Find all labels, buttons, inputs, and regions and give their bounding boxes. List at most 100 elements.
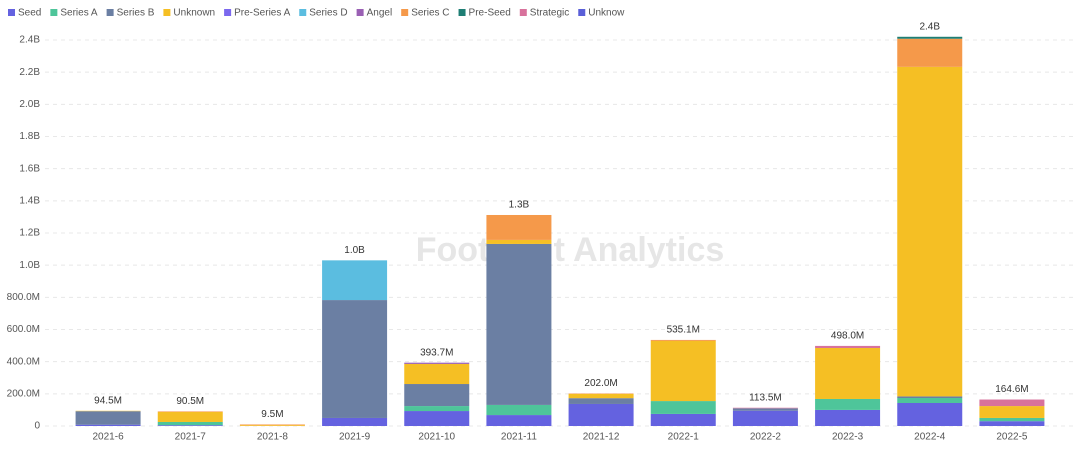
y-tick-label: 200.0M	[7, 388, 40, 399]
bar-segment	[486, 243, 552, 405]
total-label: 202.0M	[584, 378, 617, 389]
bar-segment	[650, 340, 716, 402]
bar-segment	[650, 339, 716, 341]
bar-segment	[239, 424, 305, 426]
bar-segment	[979, 417, 1045, 422]
x-tick-label: 2022-2	[750, 432, 782, 443]
y-tick-label: 600.0M	[7, 324, 40, 335]
bar-segment	[75, 411, 141, 425]
legend-swatch	[458, 9, 466, 16]
bar-segment	[897, 398, 963, 404]
bar-segment	[732, 410, 798, 426]
legend-label: Angel	[367, 8, 393, 19]
y-tick-label: 1.4B	[19, 195, 40, 206]
x-tick-label: 2022-4	[914, 432, 946, 443]
legend-swatch	[8, 9, 15, 16]
total-label: 535.1M	[667, 325, 700, 336]
legend-label: Series A	[60, 8, 98, 19]
legend-label: Strategic	[530, 8, 569, 19]
bar-segment	[404, 406, 470, 412]
legend-swatch	[106, 9, 114, 16]
x-tick-label: 2022-1	[668, 432, 700, 443]
x-tick-label: 2021-6	[93, 432, 125, 443]
bar-segment	[404, 362, 470, 364]
bar-segment	[897, 396, 963, 399]
bar-segment	[815, 347, 881, 399]
total-label: 1.0B	[344, 245, 365, 256]
legend-label: Series C	[411, 8, 449, 19]
total-label: 90.5M	[176, 396, 204, 407]
bar-segment	[815, 409, 881, 426]
bar-segment	[815, 345, 881, 348]
legend-label: Unknown	[173, 8, 215, 19]
bar-segment	[568, 403, 634, 426]
total-label: 1.3B	[509, 200, 530, 211]
y-tick-label: 800.0M	[7, 292, 40, 303]
total-label: 94.5M	[94, 395, 122, 406]
bar-segment	[322, 300, 388, 418]
total-label: 393.7M	[420, 347, 453, 358]
x-tick-label: 2021-11	[501, 432, 537, 443]
legend-label: Pre-Seed	[469, 8, 511, 19]
total-label: 9.5M	[261, 409, 283, 420]
y-tick-label: 1.6B	[19, 163, 40, 174]
x-tick-label: 2022-5	[996, 432, 1028, 443]
bar-segment	[486, 404, 552, 416]
bar-segment	[650, 401, 716, 414]
legend-label: Series D	[309, 8, 347, 19]
legend-label: Unknow	[588, 8, 625, 19]
bar-segment	[568, 393, 634, 399]
bar-segment	[486, 415, 552, 426]
bar-segment	[157, 412, 223, 422]
x-tick-label: 2021-12	[583, 432, 620, 443]
legend-swatch	[224, 9, 232, 16]
total-label: 498.0M	[831, 331, 864, 342]
bar-segment	[157, 411, 223, 413]
bar-segment	[815, 398, 881, 410]
bar-segment	[404, 363, 470, 385]
y-tick-label: 400.0M	[7, 356, 40, 367]
x-tick-label: 2021-8	[257, 432, 289, 443]
y-tick-label: 1.8B	[19, 131, 40, 142]
bar-segment	[732, 408, 798, 411]
legend-label: Pre-Series A	[234, 8, 290, 19]
legend-swatch	[163, 9, 171, 16]
bar-segment	[486, 239, 552, 244]
y-tick-label: 2.4B	[19, 35, 40, 46]
legend-swatch	[578, 9, 586, 16]
bar-segment	[650, 413, 716, 426]
bar-segment	[979, 406, 1045, 418]
legend-swatch	[356, 9, 364, 16]
bar-segment	[979, 421, 1045, 426]
bar-segment	[322, 417, 388, 426]
bar-segment	[75, 424, 141, 426]
legend-swatch	[299, 9, 307, 16]
bar-segment	[897, 36, 963, 39]
y-tick-label: 1.0B	[19, 260, 40, 271]
bar-segment	[322, 260, 388, 301]
legend-swatch	[519, 9, 527, 16]
bar-segment	[732, 407, 798, 409]
legend-label: Series B	[117, 8, 155, 19]
bar-segment	[568, 398, 634, 404]
watermark: Footprint Analytics	[416, 231, 725, 269]
total-label: 164.6M	[995, 384, 1028, 395]
x-tick-label: 2022-3	[832, 432, 864, 443]
legend-swatch	[50, 9, 58, 16]
bar-segment	[486, 214, 552, 240]
bar-segment	[157, 425, 223, 426]
bar-segment	[897, 403, 963, 426]
bar-segment	[979, 399, 1045, 407]
bar-segment	[239, 425, 305, 426]
bar-segment	[897, 38, 963, 67]
total-label: 2.4B	[919, 21, 940, 32]
bar-segment	[897, 66, 963, 397]
bar-segment	[157, 421, 223, 426]
y-tick-label: 2.2B	[19, 67, 40, 78]
bar-segment	[404, 384, 470, 407]
y-tick-label: 1.2B	[19, 228, 40, 239]
total-label: 113.5M	[749, 392, 782, 403]
x-tick-label: 2021-10	[418, 432, 455, 443]
x-tick-label: 2021-7	[175, 432, 207, 443]
